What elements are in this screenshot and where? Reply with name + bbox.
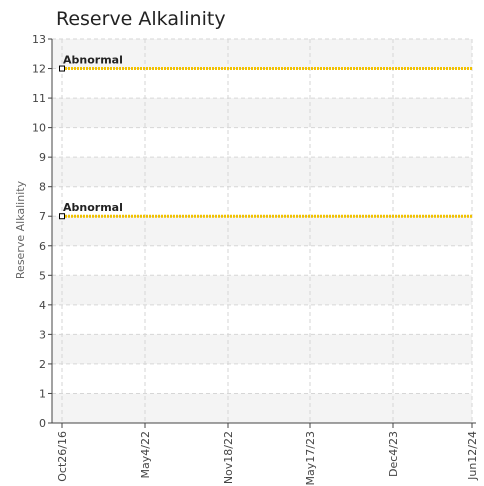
chart-title: Reserve Alkalinity xyxy=(56,8,226,30)
y-tick-label: 10 xyxy=(32,122,46,135)
y-tick-label: 8 xyxy=(39,181,46,194)
y-tick-label: 7 xyxy=(39,210,46,223)
annotation-label: Abnormal xyxy=(63,54,123,67)
plot-axes xyxy=(48,38,476,428)
x-tick-label: Nov18/22 xyxy=(222,431,235,484)
data-point-marker xyxy=(59,213,65,220)
data-point-marker xyxy=(59,65,65,72)
y-tick-label: 2 xyxy=(39,358,46,371)
y-tick-label: 12 xyxy=(32,63,46,76)
y-tick-label: 4 xyxy=(39,299,46,312)
x-tick-label: May17/23 xyxy=(304,431,317,485)
grid-band xyxy=(52,98,472,128)
y-tick-label: 11 xyxy=(32,92,46,105)
x-tick-label: Oct26/16 xyxy=(56,431,69,482)
plot-bands xyxy=(52,39,472,423)
grid-band xyxy=(52,334,472,364)
y-tick-label: 3 xyxy=(39,328,46,341)
y-tick-label: 0 xyxy=(39,417,46,430)
plot-series xyxy=(59,65,472,220)
y-tick-label: 5 xyxy=(39,269,46,282)
x-tick-label: Dec4/23 xyxy=(387,431,400,477)
y-tick-label: 1 xyxy=(39,387,46,400)
x-tick-label: May4/22 xyxy=(139,431,152,478)
grid-band xyxy=(52,216,472,246)
x-tick-label: Jun12/24 xyxy=(466,431,479,481)
grid-band xyxy=(52,275,472,305)
y-tick-label: 6 xyxy=(39,240,46,253)
annotation-label: Abnormal xyxy=(63,201,123,214)
grid-band xyxy=(52,157,472,187)
grid-band xyxy=(52,393,472,423)
y-axis-label: Reserve Alkalinity xyxy=(14,180,27,279)
y-tick-label: 13 xyxy=(32,33,46,46)
grid-band xyxy=(52,39,472,69)
y-tick-label: 9 xyxy=(39,151,46,164)
